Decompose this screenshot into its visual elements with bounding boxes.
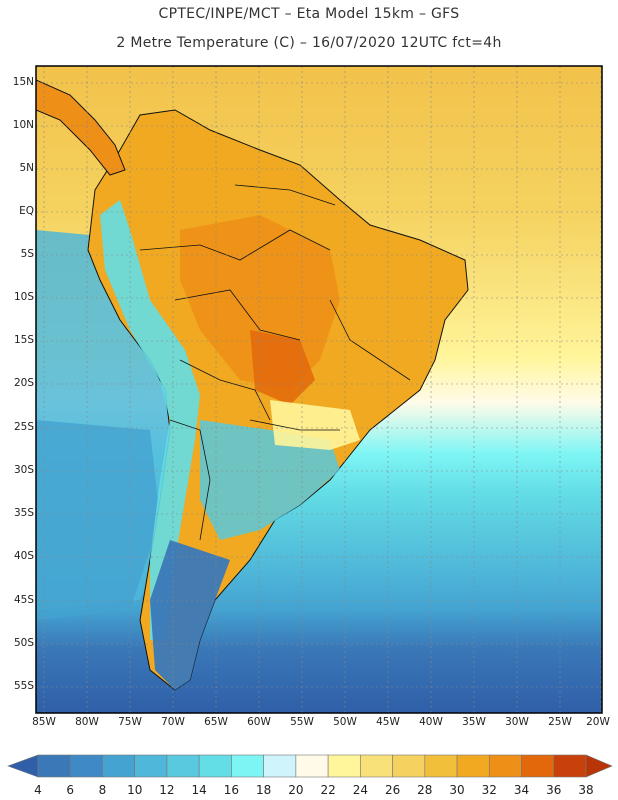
colorbar-swatch bbox=[37, 754, 71, 778]
andes-cold-strip bbox=[100, 200, 200, 640]
colorbar-swatch bbox=[134, 754, 168, 778]
map-title: CPTEC/INPE/MCT – Eta Model 15km – GFS bbox=[158, 6, 460, 22]
colorbar-swatch bbox=[553, 754, 587, 778]
colorbar-tick-label: 38 bbox=[578, 783, 594, 797]
colorbar-swatch bbox=[521, 754, 555, 778]
lon-label: 85W bbox=[32, 716, 56, 728]
lon-label: 20W bbox=[586, 716, 610, 728]
lat-label: 5S bbox=[20, 248, 34, 260]
colorbar-tick-label: 18 bbox=[256, 783, 272, 797]
lon-label: 75W bbox=[118, 716, 142, 728]
colorbar-swatch bbox=[327, 754, 361, 778]
lat-label: 35S bbox=[13, 507, 34, 519]
colorbar-tick-label: 14 bbox=[191, 783, 207, 797]
colorbar-swatch bbox=[69, 754, 103, 778]
central-america bbox=[36, 79, 126, 176]
lon-label: 30W bbox=[505, 716, 529, 728]
lat-label: 25S bbox=[13, 421, 34, 433]
colorbar-tick-label: 36 bbox=[546, 783, 562, 797]
lon-label: 70W bbox=[161, 716, 185, 728]
lat-label: 55S bbox=[13, 680, 34, 692]
map-frame bbox=[35, 65, 603, 714]
colorbar-swatch bbox=[488, 754, 522, 778]
colorbar bbox=[7, 754, 613, 778]
colorbar-swatch bbox=[263, 754, 297, 778]
lon-label: 50W bbox=[333, 716, 357, 728]
lat-label: 40S bbox=[13, 550, 34, 562]
colorbar-swatch bbox=[392, 754, 426, 778]
lon-label: 55W bbox=[290, 716, 314, 728]
lat-label: 5N bbox=[19, 162, 34, 174]
lon-label: 65W bbox=[204, 716, 228, 728]
colorbar-swatch bbox=[198, 754, 232, 778]
colorbar-right-arrow bbox=[585, 754, 613, 778]
colorbar-tick-label: 30 bbox=[449, 783, 465, 797]
lat-label: 20S bbox=[13, 377, 34, 389]
patagonia-cold-area bbox=[150, 540, 230, 690]
colorbar-tick-label: 34 bbox=[513, 783, 530, 797]
colorbar-tick-label: 32 bbox=[481, 783, 497, 797]
country-borders bbox=[139, 184, 411, 541]
colorbar-swatch bbox=[166, 754, 200, 778]
lat-label: 50S bbox=[13, 637, 34, 649]
map-subtitle: 2 Metre Temperature (C) – 16/07/2020 12U… bbox=[116, 35, 502, 51]
colorbar-tick-label: 20 bbox=[288, 783, 304, 797]
colorbar-tick-label: 22 bbox=[320, 783, 336, 797]
colorbar-swatch bbox=[424, 754, 458, 778]
lat-label: 15S bbox=[13, 334, 34, 346]
lat-label: 30S bbox=[13, 464, 34, 476]
colorbar-tick-label: 26 bbox=[384, 783, 401, 797]
lon-label: 45W bbox=[376, 716, 400, 728]
colorbar-tick-label: 6 bbox=[66, 783, 75, 797]
lat-label: 10S bbox=[13, 291, 34, 303]
lat-lon-grid bbox=[36, 66, 602, 713]
lat-label: 45S bbox=[13, 594, 34, 606]
colorbar-swatch bbox=[231, 754, 264, 778]
colorbar-tick-label: 28 bbox=[417, 783, 433, 797]
lon-label: 35W bbox=[462, 716, 486, 728]
colorbar-swatch bbox=[295, 754, 329, 778]
lon-label: 60W bbox=[247, 716, 271, 728]
lat-label: 15N bbox=[12, 76, 34, 88]
colorbar-tick-label: 8 bbox=[98, 783, 107, 797]
colorbar-tick-label: 4 bbox=[34, 783, 42, 797]
lon-label: 80W bbox=[75, 716, 99, 728]
colorbar-tick-label: 16 bbox=[223, 783, 240, 797]
colorbar-tick-label: 12 bbox=[159, 783, 175, 797]
colorbar-swatch bbox=[456, 754, 490, 778]
lat-label: EQ bbox=[19, 205, 34, 217]
colorbar-tick-label: 10 bbox=[127, 783, 143, 797]
colorbar-swatch bbox=[360, 754, 393, 778]
colorbar-tick-label: 24 bbox=[352, 783, 368, 797]
colorbar-swatch bbox=[102, 754, 136, 778]
colorbar-left-arrow bbox=[7, 754, 39, 778]
lat-label: 10N bbox=[12, 119, 34, 131]
lon-label: 25W bbox=[548, 716, 572, 728]
lon-label: 40W bbox=[419, 716, 443, 728]
